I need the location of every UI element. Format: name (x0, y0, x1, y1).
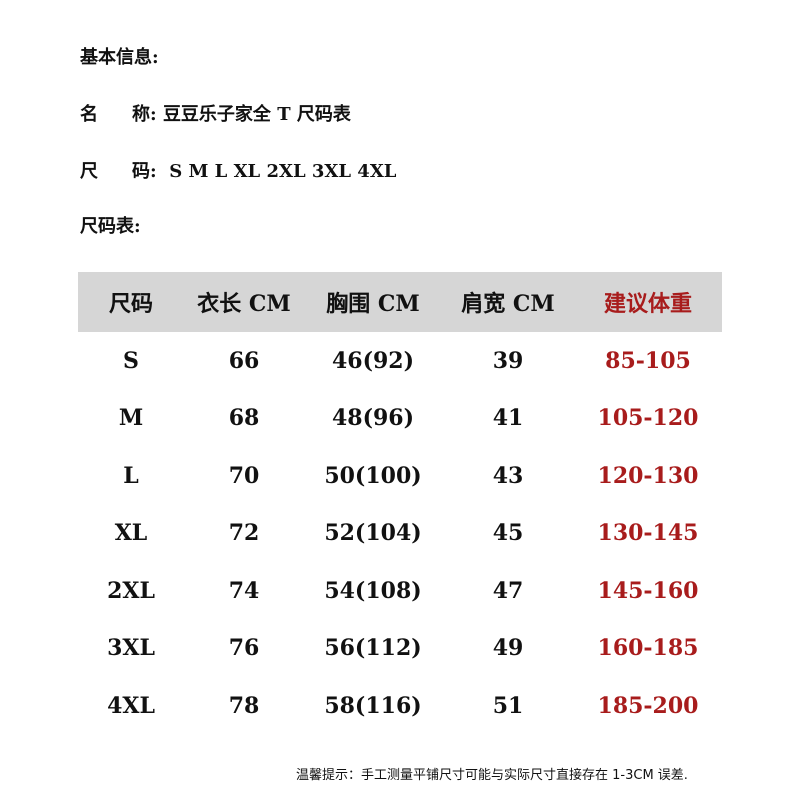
data-cell: 51 (492, 692, 524, 719)
data-cell: 45 (492, 520, 524, 547)
data-cell: 46(92) (331, 347, 415, 374)
data-cell: 76 (228, 635, 260, 662)
size-label-2: 码: (132, 161, 157, 182)
data-cell: 3XL (107, 635, 155, 662)
table-row: S 66 46(92) 39 85-105 (78, 332, 722, 390)
size-label-1: 尺 (80, 161, 98, 182)
measurement-note: 温馨提示：手工测量平铺尺寸可能与实际尺寸直接存在 1-3CM 误差. (296, 768, 688, 783)
data-cell: 50(100) (324, 462, 422, 489)
data-cell: 130-145 (597, 520, 699, 547)
data-cell: S (123, 347, 139, 374)
table-header: 尺码 衣长 CM 胸围 CM 肩宽 CM 建议体重 (78, 272, 722, 332)
data-cell: 58(116) (324, 692, 422, 719)
data-cell: 52(104) (324, 520, 422, 547)
name-line: 名 称: 豆豆乐子家全 T 尺码表 (80, 100, 351, 126)
data-cell: 47 (492, 577, 524, 604)
data-cell: 185-200 (597, 692, 699, 719)
header-cell: 肩宽 CM (461, 291, 555, 317)
data-cell: L (123, 462, 139, 489)
table-row: 2XL 74 54(108) 47 145-160 (78, 562, 722, 620)
name-value: 豆豆乐子家全 T 尺码表 (162, 104, 351, 125)
data-cell: 70 (228, 462, 260, 489)
data-cell: 120-130 (597, 462, 699, 489)
table-row: 3XL 76 56(112) 49 160-185 (78, 620, 722, 678)
table-row: L 70 50(100) 43 120-130 (78, 447, 722, 505)
data-cell: 43 (492, 462, 524, 489)
data-cell: 56(112) (324, 635, 422, 662)
data-cell: 2XL (107, 577, 155, 604)
data-cell: 72 (228, 520, 260, 547)
name-label-2: 称: (132, 104, 157, 125)
data-cell: 160-185 (597, 635, 699, 662)
header-cell: 建议体重 (603, 291, 693, 317)
data-cell: 74 (228, 577, 260, 604)
header-cell: 衣长 CM (197, 291, 291, 317)
table-row: 4XL 78 58(116) 51 185-200 (78, 677, 722, 735)
size-value: S M L XL 2XL 3XL 4XL (169, 161, 397, 182)
size-line: 尺 码: S M L XL 2XL 3XL 4XL (80, 157, 396, 183)
table-heading: 尺码表: (80, 216, 141, 237)
data-cell: 145-160 (597, 577, 699, 604)
name-label-1: 名 (80, 104, 98, 125)
data-cell: 105-120 (597, 405, 699, 432)
data-cell: 48(96) (331, 405, 415, 432)
data-cell: 4XL (107, 692, 155, 719)
data-cell: 68 (228, 405, 260, 432)
data-cell: XL (114, 520, 148, 547)
table-row: M 68 48(96) 41 105-120 (78, 390, 722, 448)
header-cell: 胸围 CM (326, 291, 420, 317)
table-row: XL 72 52(104) 45 130-145 (78, 505, 722, 563)
data-cell: 41 (492, 405, 524, 432)
data-cell: 66 (228, 347, 260, 374)
data-cell: 49 (492, 635, 524, 662)
header-cell: 尺码 (108, 291, 154, 317)
basic-info-heading: 基本信息: (80, 47, 159, 68)
size-table: 尺码 衣长 CM 胸围 CM 肩宽 CM 建议体重 S 66 46(92) 39 85-105 M… (78, 272, 722, 735)
data-cell: 54(108) (324, 577, 422, 604)
data-cell: 85-105 (605, 347, 691, 374)
data-cell: 39 (492, 347, 524, 374)
data-cell: 78 (228, 692, 260, 719)
data-cell: M (118, 405, 144, 432)
